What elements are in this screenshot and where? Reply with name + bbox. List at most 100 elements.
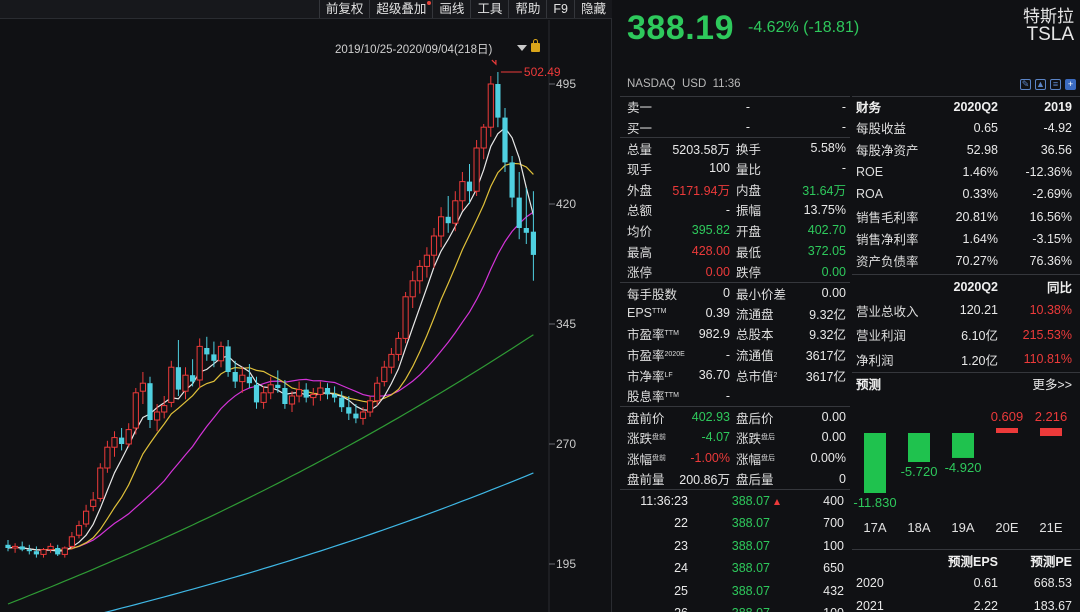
candle-body	[232, 372, 238, 382]
candle[interactable]	[104, 440, 111, 473]
candle[interactable]	[61, 546, 68, 558]
candle[interactable]	[495, 72, 501, 128]
range-dropdown-icon[interactable]	[517, 45, 527, 51]
forecast-bar[interactable]	[908, 432, 930, 462]
edit-icon[interactable]: ✎	[1020, 79, 1031, 90]
candle[interactable]	[509, 156, 515, 208]
candle[interactable]	[473, 140, 480, 196]
toolbar-button[interactable]: 画线	[432, 0, 470, 18]
candle[interactable]	[12, 543, 19, 553]
candle[interactable]	[26, 544, 32, 555]
toolbar-button[interactable]: 帮助	[508, 0, 546, 18]
candle[interactable]	[125, 423, 132, 448]
candle[interactable]	[480, 124, 487, 160]
candle[interactable]	[182, 367, 189, 400]
candle[interactable]	[438, 207, 445, 248]
candle[interactable]	[416, 260, 423, 294]
candle[interactable]	[459, 172, 466, 211]
alert-icon[interactable]: ▲	[1035, 79, 1046, 90]
candle[interactable]	[445, 196, 451, 233]
lock-icon[interactable]	[531, 39, 540, 52]
candle[interactable]	[19, 541, 25, 552]
candle[interactable]	[239, 367, 246, 393]
candle[interactable]	[161, 396, 168, 419]
candle[interactable]	[381, 360, 388, 387]
candle[interactable]	[324, 383, 331, 400]
candle[interactable]	[147, 376, 153, 428]
candle[interactable]	[423, 247, 430, 278]
candle[interactable]	[523, 188, 529, 244]
kline-chart[interactable]: 495 420 345 270 195 502.49 前复权 超级叠加 画线 工具 帮助 F9 隐藏 …	[0, 0, 612, 612]
candle[interactable]	[317, 381, 324, 401]
candle[interactable]	[303, 383, 309, 403]
candle[interactable]	[452, 191, 459, 232]
candle[interactable]	[260, 386, 267, 409]
candle[interactable]	[168, 360, 175, 408]
candle[interactable]	[33, 546, 39, 558]
add-icon[interactable]: +	[1065, 79, 1076, 90]
candle[interactable]	[232, 360, 238, 388]
candle[interactable]	[267, 376, 274, 400]
candle[interactable]	[75, 520, 83, 539]
candle[interactable]	[388, 348, 395, 374]
forecast-bar[interactable]	[996, 427, 1018, 433]
candle[interactable]	[139, 372, 147, 404]
candle[interactable]	[119, 428, 125, 451]
forecast-bar[interactable]	[1040, 427, 1062, 436]
candle[interactable]	[246, 364, 252, 388]
note-icon[interactable]: ≡	[1050, 79, 1061, 90]
candle[interactable]	[402, 292, 409, 344]
candle[interactable]	[196, 338, 203, 388]
candle[interactable]	[97, 463, 104, 502]
forecast-bar[interactable]	[952, 432, 974, 458]
candle[interactable]	[175, 340, 181, 396]
candle[interactable]	[296, 381, 303, 403]
candle[interactable]	[346, 396, 352, 420]
candle[interactable]	[275, 370, 281, 393]
forecast-bar[interactable]	[864, 432, 886, 493]
kline-svg[interactable]: 495 420 345 270 195 502.49	[0, 0, 612, 612]
candle[interactable]	[530, 191, 536, 281]
candle[interactable]	[211, 341, 217, 368]
candle[interactable]	[204, 336, 210, 361]
candle[interactable]	[353, 404, 359, 424]
chart-range-label[interactable]: 2019/10/25-2020/09/04(218日)	[335, 44, 493, 56]
toolbar-button[interactable]: 工具	[470, 0, 508, 18]
quote-row: 每手股数 0 最小价差 0.00	[620, 282, 850, 303]
candle[interactable]	[111, 431, 118, 457]
candle[interactable]	[332, 386, 338, 403]
candle[interactable]	[190, 359, 196, 387]
candle[interactable]	[253, 376, 260, 409]
candle[interactable]	[68, 532, 76, 550]
candle[interactable]	[154, 404, 161, 432]
candle[interactable]	[487, 76, 494, 137]
candle[interactable]	[5, 540, 11, 552]
candle[interactable]	[516, 172, 522, 240]
candle[interactable]	[40, 548, 47, 558]
candle[interactable]	[359, 407, 367, 425]
toolbar-button[interactable]: 超级叠加	[369, 0, 432, 18]
candle[interactable]	[310, 388, 317, 406]
candle[interactable]	[288, 391, 296, 412]
candle[interactable]	[55, 544, 61, 556]
candle[interactable]	[466, 164, 473, 204]
toolbar-button[interactable]: 隐藏	[573, 0, 612, 18]
candle[interactable]	[395, 332, 402, 361]
candle[interactable]	[47, 543, 54, 553]
candle[interactable]	[367, 396, 374, 417]
candle[interactable]	[90, 492, 97, 512]
toolbar-button[interactable]: 前复权	[318, 0, 370, 18]
finance-value: 36.56	[1040, 142, 1072, 157]
candle[interactable]	[282, 380, 288, 409]
more-link[interactable]: 更多>>	[1032, 377, 1072, 392]
candle[interactable]	[217, 341, 225, 368]
candle[interactable]	[409, 271, 416, 308]
candle[interactable]	[132, 388, 139, 435]
candle[interactable]	[339, 391, 345, 412]
candle[interactable]	[374, 376, 381, 406]
candle[interactable]	[502, 108, 508, 172]
candle[interactable]	[83, 504, 90, 528]
toolbar-button[interactable]: F9	[546, 0, 574, 18]
candle[interactable]	[225, 340, 231, 377]
candle[interactable]	[430, 228, 438, 268]
